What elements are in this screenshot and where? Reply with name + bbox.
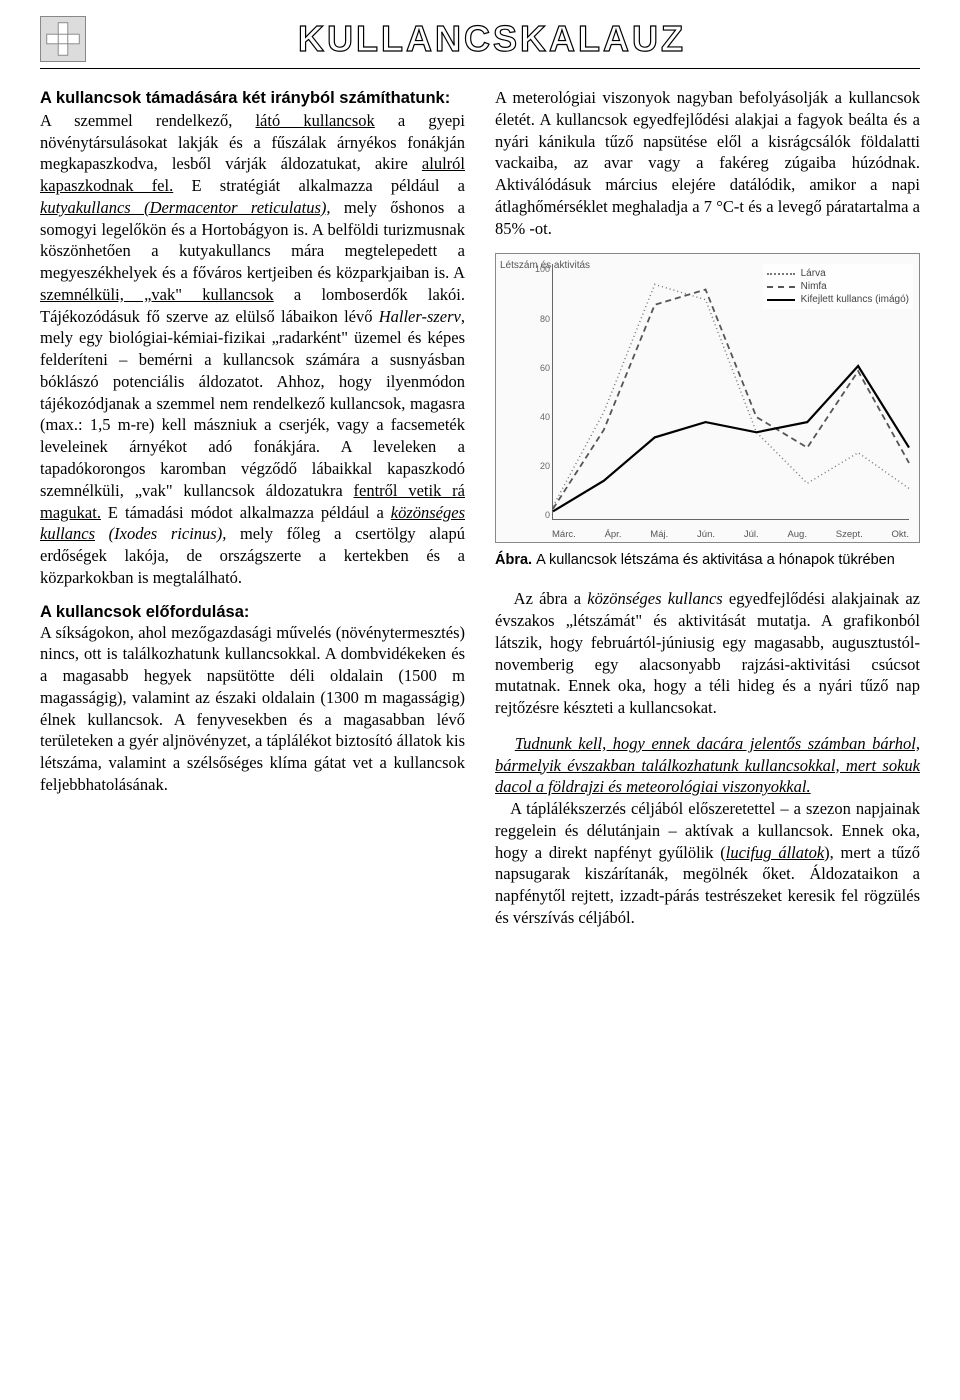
p1-c: E stratégiát alkalmazza például a: [173, 176, 465, 195]
logo-icon: [40, 16, 86, 62]
chart-caption: Ábra. A kullancsok létszáma és aktivitás…: [495, 551, 920, 570]
lead-text: A kullancsok támadására két irányból szá…: [40, 89, 450, 107]
lead-paragraph: A kullancsok támadására két irányból szá…: [40, 87, 465, 589]
legend-line-icon: [767, 299, 795, 301]
chart-xlabel: Okt.: [892, 529, 909, 540]
chart-ytick: 40: [526, 412, 550, 422]
chart-ytick: 80: [526, 314, 550, 324]
chart-xlabel: Márc.: [552, 529, 576, 540]
chart-ytick: 20: [526, 461, 550, 471]
r-p2a: Az ábra a: [514, 589, 588, 608]
page-header: KULLANCSKALAUZ: [40, 16, 920, 69]
caption-label: Ábra.: [495, 552, 532, 568]
p1-u3: szemnélküli, „vak" kullancsok: [40, 285, 274, 304]
r-p2b: egyedfejlődési alakjainak az évszakos „l…: [495, 589, 920, 717]
chart-xlabel: Ápr.: [605, 529, 622, 540]
r-p1: A meterológiai viszonyok nagyban befolyá…: [495, 87, 920, 239]
chart-series-line: [553, 366, 909, 511]
p1-f: , mely egy biológiai-kémiai-fizikai „rad…: [40, 307, 465, 500]
caption-text: A kullancsok létszáma és aktivitása a hó…: [536, 552, 895, 568]
p2-occurrence: A síkságokon, ahol mezőgazdasági művelés…: [40, 622, 465, 796]
activity-chart: Létszám és aktivitás 020406080100 LárvaN…: [495, 253, 920, 543]
subheading-occurrence: A kullancsok előfordulása:: [40, 603, 465, 622]
chart-ytick: 0: [526, 510, 550, 520]
chart-xlabel: Aug.: [787, 529, 807, 540]
legend-line-icon: [767, 273, 795, 275]
chart-ytick: 60: [526, 363, 550, 373]
page-title: KULLANCSKALAUZ: [110, 18, 920, 60]
chart-xlabel: Jún.: [697, 529, 715, 540]
p1-h: [95, 524, 109, 543]
legend-label: Nimfa: [801, 281, 827, 292]
p1-u1: látó kullancsok: [255, 111, 374, 130]
p1-a: A szemmel rendelkező,: [40, 111, 255, 130]
chart-yticks: 0 20 40 60 80 100: [526, 264, 550, 520]
legend-line-icon: [767, 286, 795, 288]
legend-row: Nimfa: [767, 281, 909, 292]
legend-label: Kifejlett kullancs (imágó): [801, 294, 909, 305]
chart-legend: Lárva Nimfa Kifejlett kullancs (imágó): [763, 264, 913, 309]
chart-ytick: 100: [526, 264, 550, 274]
r-p2-italic: közönséges kullancs: [587, 589, 722, 608]
body-columns: A kullancsok támadására két irányból szá…: [40, 87, 920, 943]
r-p4: A táplálékszerzés céljából előszeretette…: [495, 798, 920, 929]
p1-i2: Haller-szerv: [379, 307, 461, 326]
r-p2: Az ábra a közönséges kullancs egyedfejlő…: [495, 588, 920, 719]
p1-i3: (Ixodes ricinus),: [109, 524, 227, 543]
r-p3: Tudnunk kell, hogy ennek dacára jelentős…: [495, 733, 920, 798]
chart-xlabel: Máj.: [650, 529, 668, 540]
chart-xlabel: Szept.: [836, 529, 863, 540]
legend-row: Kifejlett kullancs (imágó): [767, 294, 909, 305]
chart-series-line: [553, 290, 909, 509]
legend-row: Lárva: [767, 268, 909, 279]
chart-series-line: [553, 285, 909, 507]
p1-g: E támadási módot alkalmazza például a: [101, 503, 391, 522]
chart-xlabel: Júl.: [744, 529, 759, 540]
legend-label: Lárva: [801, 268, 826, 279]
r-p3-underline: Tudnunk kell, hogy ennek dacára jelentős…: [495, 734, 920, 797]
left-column: A kullancsok támadására két irányból szá…: [40, 87, 465, 943]
right-column: A meterológiai viszonyok nagyban befolyá…: [495, 87, 920, 943]
chart-xlabels: Márc. Ápr. Máj. Jún. Júl. Aug. Szept. Okt.: [552, 529, 909, 540]
p1-i1: kutyakullancs (Dermacentor reticulatus),: [40, 198, 331, 217]
r-p4-italic: lucifug állatok: [726, 843, 824, 862]
